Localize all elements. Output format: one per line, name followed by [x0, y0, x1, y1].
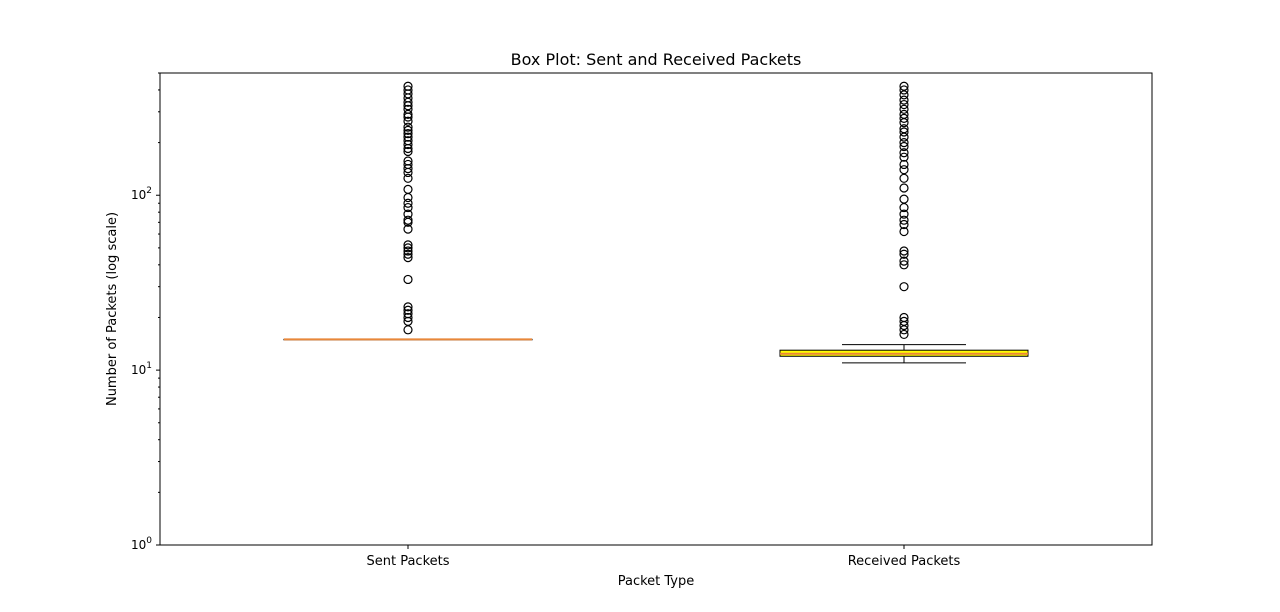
outlier-point	[899, 226, 909, 237]
outlier-point	[899, 183, 909, 193]
outlier-point	[899, 165, 909, 175]
x-axis: Sent Packets Received Packets	[366, 545, 961, 569]
x-tick-label: Received Packets	[848, 554, 961, 569]
outlier-point	[899, 95, 909, 105]
outlier-point	[403, 224, 413, 234]
outlier-point	[899, 209, 909, 219]
outlier-point	[403, 202, 413, 213]
outlier-point	[899, 282, 909, 292]
y-axis: 100 101 102	[131, 72, 160, 552]
outlier-point	[899, 260, 909, 270]
box-group	[779, 81, 1029, 364]
outlier-point	[899, 113, 909, 124]
outlier-point	[899, 215, 909, 225]
outlier-point	[899, 141, 909, 152]
outlier-point	[403, 305, 413, 315]
outlier-point	[899, 90, 909, 100]
outlier-point	[403, 122, 413, 132]
outlier-point	[403, 132, 413, 142]
outlier-point	[899, 312, 909, 323]
y-tick-label: 102	[131, 186, 152, 202]
outlier-point	[899, 99, 909, 110]
outlier-point	[403, 192, 413, 203]
box-group	[283, 81, 533, 341]
outlier-point	[403, 246, 413, 256]
plot-area	[283, 81, 1029, 364]
outlier-point	[403, 129, 413, 139]
outlier-point	[403, 312, 413, 323]
outlier-point	[899, 152, 909, 162]
y-tick-label: 100	[131, 536, 152, 552]
outlier-point	[899, 316, 909, 326]
y-axis-label: Number of Packets (log scale)	[105, 212, 120, 406]
outlier-point	[403, 116, 413, 126]
outlier-point	[403, 136, 413, 146]
outlier-point	[899, 256, 909, 266]
y-tick-label: 101	[131, 361, 152, 377]
outlier-point	[403, 81, 413, 91]
outlier-point	[899, 329, 909, 340]
outlier-point	[899, 246, 909, 256]
outlier-point	[899, 127, 909, 137]
outlier-point	[403, 240, 413, 250]
outlier-point	[403, 125, 413, 135]
x-axis-label: Packet Type	[618, 574, 695, 589]
outlier-point	[403, 159, 413, 170]
outlier-point	[899, 159, 909, 170]
outlier-point	[403, 85, 413, 95]
axes-frame	[159, 72, 1153, 546]
outlier-point	[403, 198, 413, 208]
outlier-point	[403, 104, 413, 114]
outlier-point	[403, 309, 413, 319]
outlier-point	[899, 81, 909, 91]
outlier-point	[403, 243, 413, 253]
outlier-point	[899, 148, 909, 158]
outlier-point	[899, 137, 909, 148]
chart-title: Box Plot: Sent and Received Packets	[511, 50, 802, 69]
outlier-point	[403, 325, 413, 335]
outlier-point	[899, 249, 909, 259]
outlier-point	[899, 85, 909, 95]
outlier-point	[899, 173, 909, 183]
outlier-point	[403, 146, 413, 157]
outlier-point	[403, 252, 413, 263]
outlier-point	[403, 109, 413, 119]
outlier-point	[403, 215, 413, 225]
outlier-point	[899, 194, 909, 204]
outlier-point	[899, 104, 909, 114]
outlier-point	[403, 184, 413, 194]
outlier-point	[403, 249, 413, 259]
x-tick-label: Sent Packets	[366, 554, 449, 569]
outlier-point	[899, 124, 909, 134]
outlier-point	[403, 209, 413, 219]
outlier-point	[403, 156, 413, 166]
outlier-point	[403, 173, 413, 183]
outlier-point	[403, 274, 413, 285]
outlier-point	[899, 109, 909, 119]
outlier-point	[899, 219, 909, 230]
outlier-point	[403, 302, 413, 312]
